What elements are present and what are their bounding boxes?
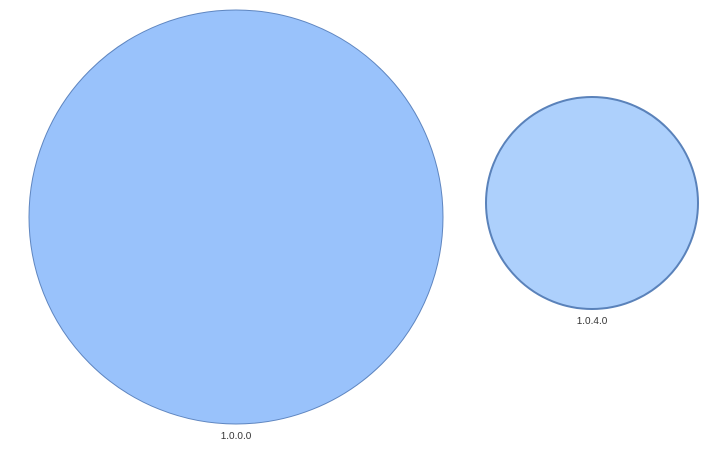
node-circle-large[interactable] <box>28 9 444 425</box>
node-label-1-0-4-0: 1.0.4.0 <box>577 316 608 327</box>
node-1-0-0-0[interactable]: 1.0.0.0 <box>28 9 444 442</box>
node-1-0-4-0[interactable]: 1.0.4.0 <box>485 96 699 327</box>
node-label-1-0-0-0: 1.0.0.0 <box>221 431 252 442</box>
node-circle-small[interactable] <box>485 96 699 310</box>
